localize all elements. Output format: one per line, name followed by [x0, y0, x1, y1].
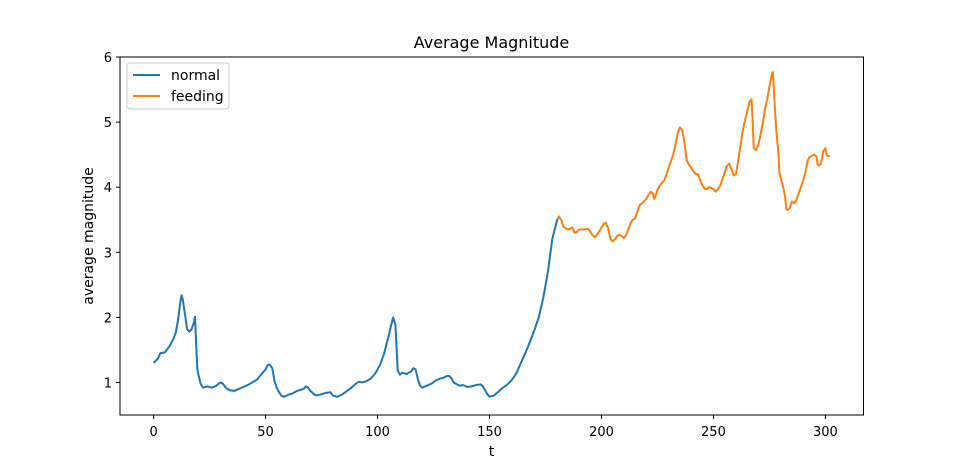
x-tick-label: 200: [589, 425, 614, 440]
legend: normal feeding: [126, 62, 230, 110]
plot-frame: [119, 56, 864, 416]
y-tick-label: 1: [104, 376, 112, 391]
x-tick-label: 50: [257, 425, 274, 440]
series-line-normal: [152, 218, 559, 398]
x-axis: 0 50 100 150 200 250 300: [149, 415, 838, 440]
series-layer: [152, 70, 830, 398]
y-tick-label: 3: [104, 246, 112, 261]
y-tick-label: 6: [104, 51, 112, 66]
x-tick-label: 300: [813, 425, 838, 440]
y-tick-label: 5: [104, 116, 112, 131]
legend-label-normal: normal: [171, 68, 220, 84]
x-tick-label: 250: [701, 425, 726, 440]
x-tick-label: 0: [149, 425, 157, 440]
chart-title: Average Magnitude: [414, 33, 570, 52]
y-tick-label: 2: [104, 311, 112, 326]
y-tick-label: 4: [104, 181, 112, 196]
legend-label-feeding: feeding: [171, 89, 224, 105]
x-tick-label: 100: [365, 425, 390, 440]
x-axis-label: t: [489, 444, 495, 460]
y-axis-label: average magnitude: [81, 167, 97, 305]
y-axis: 1 2 3 4 5 6: [104, 51, 120, 391]
x-tick-label: 150: [477, 425, 502, 440]
series-line-feeding: [556, 70, 830, 243]
